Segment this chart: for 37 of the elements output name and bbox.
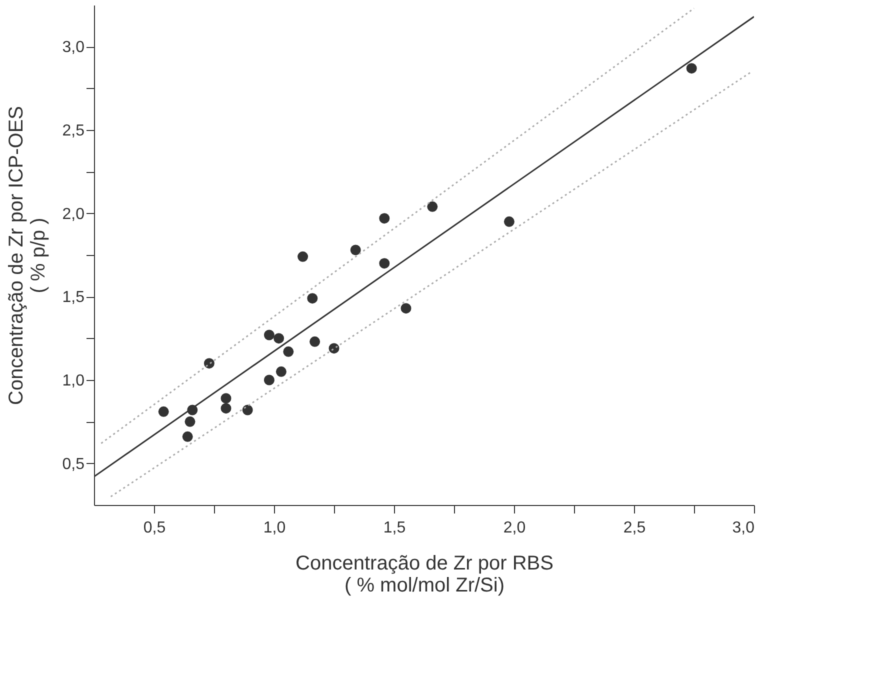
- x-tick-label: 2,5: [623, 520, 646, 536]
- point: [504, 216, 514, 227]
- point: [264, 330, 274, 340]
- point: [220, 403, 232, 414]
- point: [158, 406, 169, 417]
- point: [242, 404, 253, 416]
- x-tick-label: 1,5: [383, 520, 406, 536]
- x-tick-label: 3,0: [732, 520, 755, 536]
- point: [310, 336, 320, 347]
- y-tick-label: 1,0: [62, 372, 85, 390]
- point: [276, 366, 286, 377]
- point: [427, 201, 438, 212]
- point: [184, 416, 196, 427]
- y-tick-label: 2,0: [62, 206, 85, 223]
- point: [182, 431, 193, 442]
- point: [264, 374, 274, 386]
- point: [274, 333, 284, 344]
- point: [298, 251, 308, 262]
- y-tick-label: 1,5: [62, 289, 85, 306]
- y-tick-label: 0,5: [62, 456, 85, 473]
- point: [204, 358, 214, 369]
- y-tick-label: 2,5: [62, 122, 85, 140]
- point: [307, 293, 318, 304]
- point: [400, 303, 412, 314]
- x-axis-title: Concentração de Zr por RBS ( % mol/mol Zr/Si): [296, 552, 554, 596]
- y-axis-title: Concentração de Zr por ICP-OES ( % p/p ): [5, 106, 50, 406]
- point: [379, 213, 390, 224]
- point: [686, 63, 697, 74]
- point: [350, 244, 361, 256]
- y-tick-label: 3,0: [62, 39, 85, 56]
- point: [328, 343, 340, 354]
- x-tick-label: 2,0: [503, 520, 526, 536]
- point: [220, 393, 232, 404]
- x-tick-label: 0,5: [143, 520, 166, 536]
- point: [379, 258, 390, 269]
- point: [283, 346, 294, 357]
- x-tick-label: 1,0: [263, 520, 286, 536]
